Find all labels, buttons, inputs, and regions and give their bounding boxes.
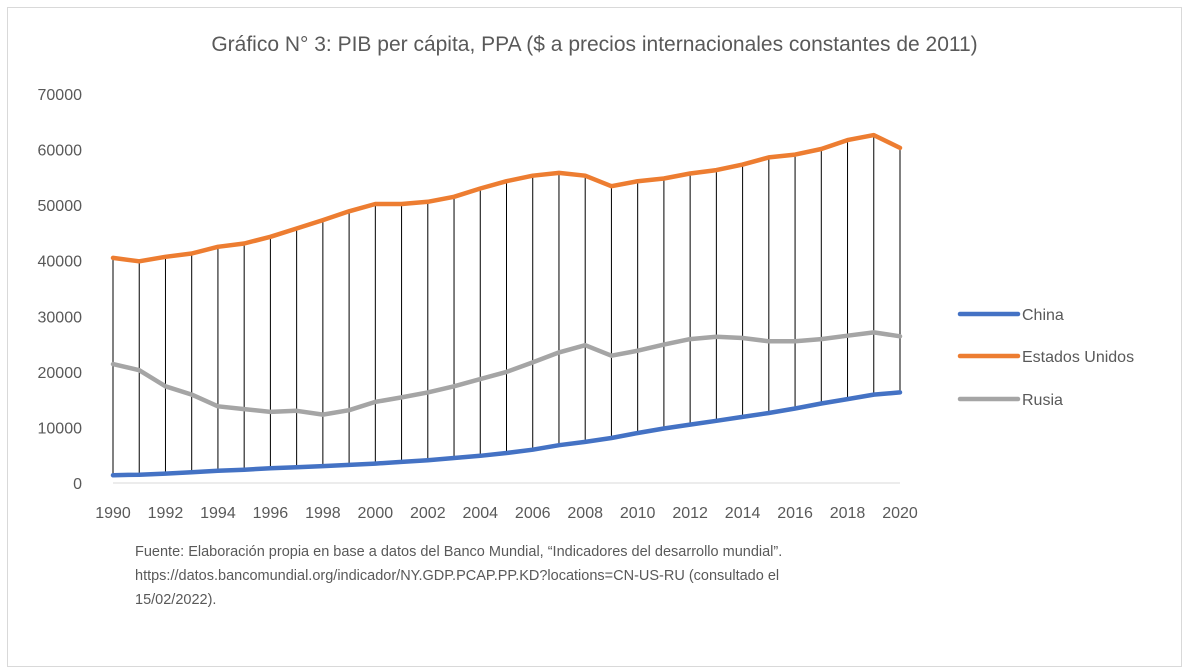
source-note: Fuente: Elaboración propia en base a dat… bbox=[135, 540, 1035, 612]
x-tick-label: 2014 bbox=[725, 505, 761, 522]
x-tick-label: 2012 bbox=[672, 505, 708, 522]
y-tick-label: 30000 bbox=[38, 309, 83, 326]
y-tick-label: 60000 bbox=[38, 143, 83, 160]
x-tick-label: 2006 bbox=[515, 505, 551, 522]
series-line-rusia bbox=[110, 330, 903, 417]
x-tick-label: 2000 bbox=[358, 505, 394, 522]
source-note-line-1: Fuente: Elaboración propia en base a dat… bbox=[135, 544, 783, 560]
legend-label: Rusia bbox=[1022, 392, 1063, 409]
y-tick-label: 0 bbox=[73, 476, 82, 493]
source-note-date: 15/02/2022). bbox=[135, 592, 217, 608]
x-tick-label: 1990 bbox=[95, 505, 131, 522]
series-line-china bbox=[110, 390, 903, 478]
x-tick-label: 1998 bbox=[305, 505, 341, 522]
x-tick-label: 2004 bbox=[462, 505, 498, 522]
y-tick-label: 20000 bbox=[38, 365, 83, 382]
y-tick-label: 10000 bbox=[38, 420, 83, 437]
line-chart: 0 10000 20000 30000 40000 50000 60000 70000 1990… bbox=[38, 87, 1135, 522]
legend: China Estados Unidos Rusia bbox=[957, 307, 1134, 409]
x-tick-label: 2020 bbox=[882, 505, 918, 522]
chart-title: Gráfico N° 3: PIB per cápita, PPA ($ a p… bbox=[211, 33, 978, 56]
y-tick-label: 70000 bbox=[38, 87, 83, 104]
series-line-estados-unidos bbox=[110, 132, 903, 264]
x-tick-label: 2018 bbox=[830, 505, 866, 522]
y-tick-label: 40000 bbox=[38, 254, 83, 271]
series-layer bbox=[110, 132, 903, 478]
x-tick-label: 1994 bbox=[200, 505, 236, 522]
legend-label: China bbox=[1022, 307, 1064, 324]
x-tick-label: 1996 bbox=[253, 505, 289, 522]
legend-label: Estados Unidos bbox=[1022, 349, 1134, 366]
source-note-url: https://datos.bancomundial.org/indicador… bbox=[135, 568, 780, 584]
x-tick-label: 2016 bbox=[777, 505, 813, 522]
x-tick-label: 2010 bbox=[620, 505, 656, 522]
x-tick-label: 2008 bbox=[567, 505, 603, 522]
y-tick-label: 50000 bbox=[38, 198, 83, 215]
axis-layer: 0 10000 20000 30000 40000 50000 60000 70000 1990… bbox=[38, 87, 918, 522]
drop-lines bbox=[112, 135, 901, 476]
x-tick-label: 2002 bbox=[410, 505, 446, 522]
x-tick-label: 1992 bbox=[148, 505, 184, 522]
